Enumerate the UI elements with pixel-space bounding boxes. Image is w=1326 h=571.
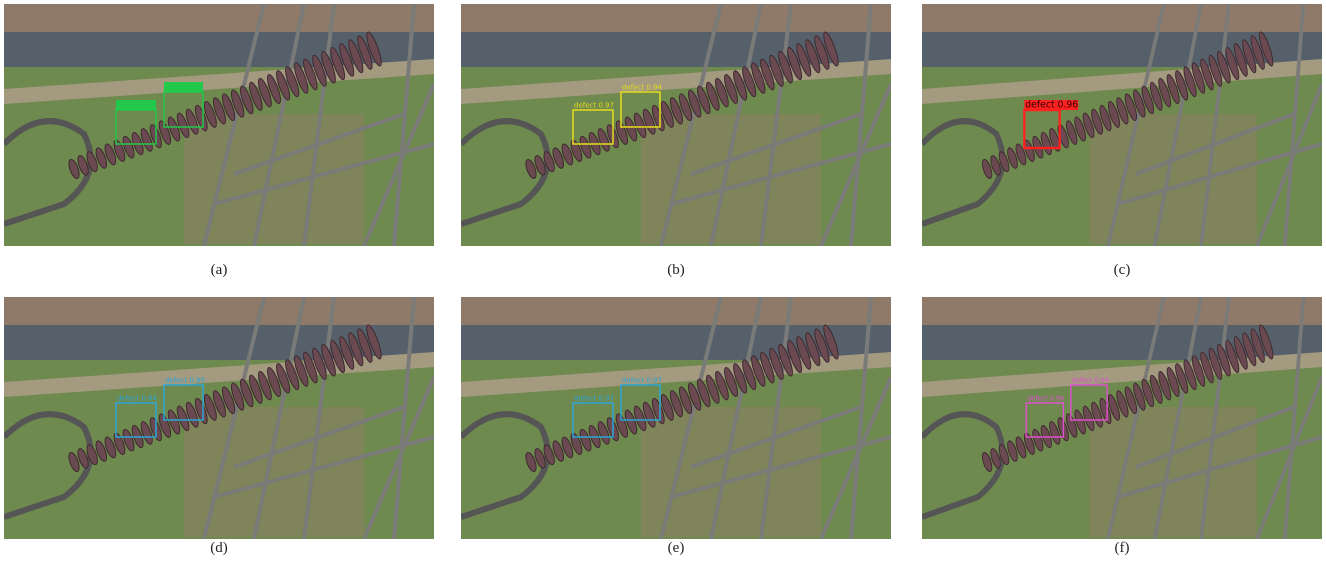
detection-label: defect 0.97 (622, 377, 662, 385)
detection-label: defect 0.94 (1072, 376, 1109, 384)
detection-label: defect 0.94 (622, 84, 662, 92)
caption: (f) (1092, 540, 1152, 557)
detection-label: defect 0.96 (1025, 99, 1078, 110)
detection-label: defect 0.97 (574, 102, 614, 110)
caption: (d) (189, 540, 249, 557)
detection-label: defect 0.94 (1027, 394, 1064, 402)
caption: (a) (189, 262, 249, 279)
detection-label: defect 0.97 (574, 395, 614, 403)
label-background (116, 100, 156, 110)
photo: defect 0.97 defect 0.97 (461, 297, 891, 539)
figure: (a) defect 0.97 defect 0.94 (b) defect 0.96 (… (0, 0, 1326, 571)
caption: (e) (646, 540, 706, 557)
photo: defect 0.96 (922, 4, 1322, 246)
label-background (164, 82, 203, 92)
caption: (b) (646, 262, 706, 279)
photo (4, 4, 434, 246)
detection-label: defect 0.84 (117, 395, 157, 403)
detection-label: defect 0.85 (165, 377, 205, 385)
photo: defect 0.84 defect 0.85 (4, 297, 434, 539)
photo: defect 0.94 defect 0.94 (922, 297, 1322, 539)
caption: (c) (1092, 262, 1152, 279)
photo: defect 0.97 defect 0.94 (461, 4, 891, 246)
